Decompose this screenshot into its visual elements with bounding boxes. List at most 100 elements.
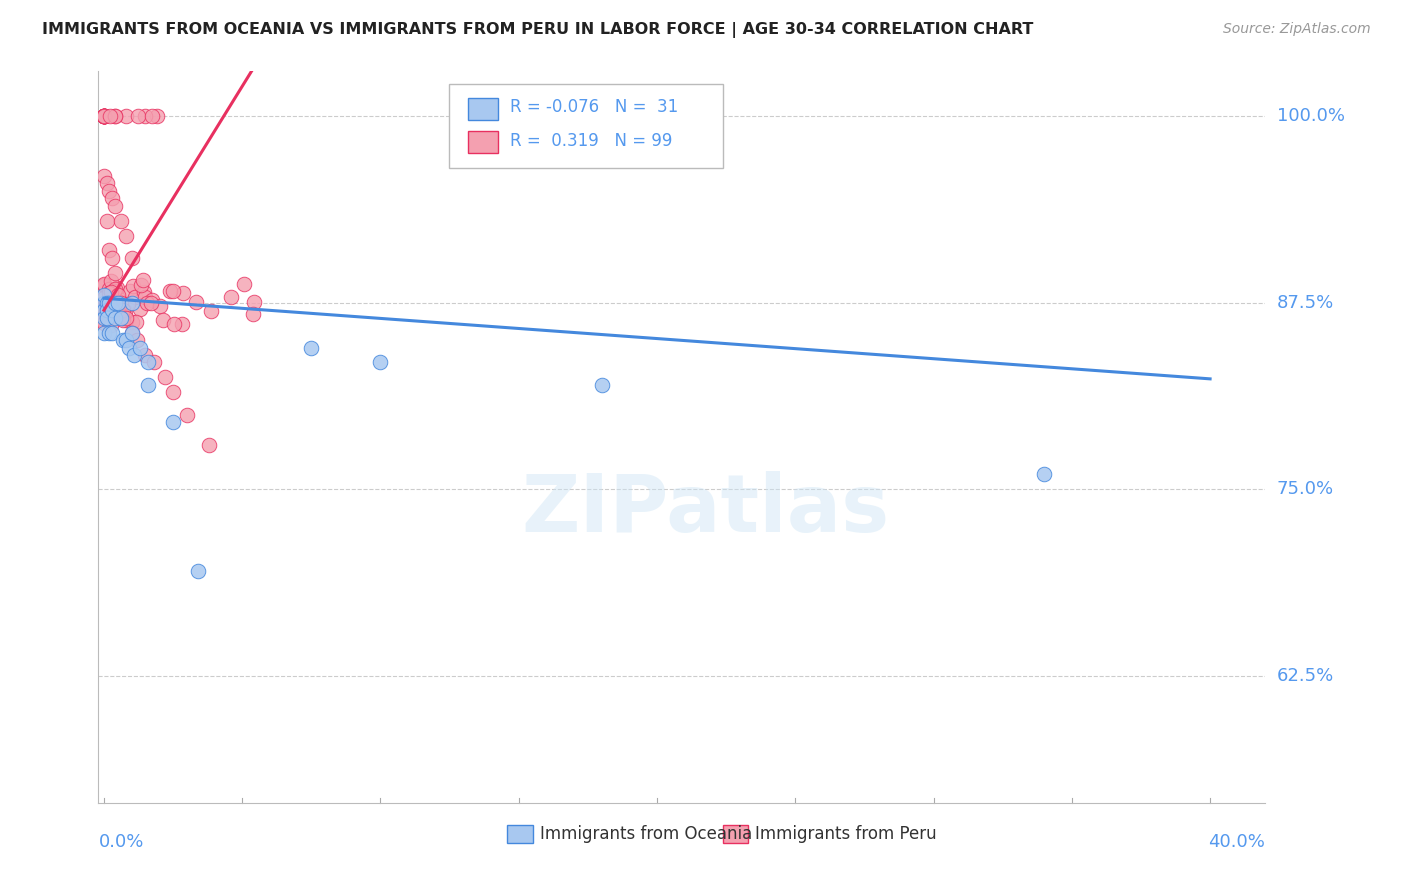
Point xyxy=(149,299,172,313)
Point xyxy=(104,199,127,213)
Point xyxy=(93,303,115,318)
Point xyxy=(115,333,138,347)
Point xyxy=(136,355,159,369)
Point xyxy=(121,295,143,310)
Point xyxy=(93,288,115,302)
Point xyxy=(115,109,138,123)
Point xyxy=(232,277,254,292)
Point xyxy=(134,289,156,303)
Point xyxy=(243,295,266,310)
Point xyxy=(101,251,124,265)
Point xyxy=(184,294,207,309)
Text: 40.0%: 40.0% xyxy=(1209,833,1265,851)
Point xyxy=(122,279,145,293)
Point xyxy=(121,326,143,340)
Point xyxy=(93,109,115,123)
Point xyxy=(93,326,115,340)
Point xyxy=(98,184,121,198)
Point xyxy=(152,313,174,327)
Point xyxy=(112,333,135,347)
Point xyxy=(114,313,136,327)
Point xyxy=(93,109,115,123)
Point xyxy=(93,169,115,183)
Text: 75.0%: 75.0% xyxy=(1277,480,1334,499)
Point xyxy=(104,109,127,123)
Point xyxy=(98,326,121,340)
Point xyxy=(104,266,127,280)
Point xyxy=(299,341,322,355)
Point xyxy=(142,355,165,369)
Point xyxy=(131,273,153,287)
Point xyxy=(93,295,115,310)
Point xyxy=(111,303,134,318)
Point xyxy=(121,251,143,265)
Point xyxy=(98,311,121,326)
Point xyxy=(118,284,141,298)
Point xyxy=(93,109,115,123)
Point xyxy=(162,415,184,429)
Point xyxy=(219,290,242,304)
Point xyxy=(121,326,143,340)
Point xyxy=(162,284,184,298)
Point xyxy=(103,284,125,298)
Point xyxy=(104,310,127,325)
Point xyxy=(101,191,124,205)
Point xyxy=(93,109,115,123)
Point xyxy=(93,316,115,330)
Point xyxy=(124,315,146,329)
Point xyxy=(93,303,115,318)
Point xyxy=(96,303,118,318)
Bar xyxy=(723,825,748,843)
Point xyxy=(96,295,118,310)
Point xyxy=(129,341,152,355)
Point xyxy=(159,284,181,298)
Point xyxy=(107,288,129,302)
Point xyxy=(98,295,121,310)
Point xyxy=(100,274,122,288)
FancyBboxPatch shape xyxy=(449,84,723,168)
Point xyxy=(134,348,156,362)
Bar xyxy=(468,131,498,153)
Point xyxy=(136,377,159,392)
Point xyxy=(107,295,129,310)
Point xyxy=(101,326,124,340)
Point xyxy=(129,278,152,293)
Point xyxy=(93,109,115,123)
Point xyxy=(198,437,221,451)
Point xyxy=(105,281,128,295)
Point xyxy=(98,315,121,329)
Point xyxy=(93,301,115,315)
Point xyxy=(124,348,146,362)
Point xyxy=(112,303,135,318)
Point xyxy=(110,213,132,227)
Text: IMMIGRANTS FROM OCEANIA VS IMMIGRANTS FROM PERU IN LABOR FORCE | AGE 30-34 CORRE: IMMIGRANTS FROM OCEANIA VS IMMIGRANTS FR… xyxy=(42,22,1033,38)
Point xyxy=(93,109,115,123)
Point xyxy=(100,318,122,332)
Point xyxy=(93,109,115,123)
Text: R = -0.076   N =  31: R = -0.076 N = 31 xyxy=(510,98,679,116)
Point xyxy=(118,341,141,355)
Point xyxy=(93,109,115,123)
Point xyxy=(162,385,184,400)
Point xyxy=(107,293,129,308)
Text: ZIPatlas: ZIPatlas xyxy=(522,471,890,549)
Point xyxy=(104,109,127,123)
Text: 62.5%: 62.5% xyxy=(1277,667,1334,685)
Point xyxy=(110,310,132,325)
Point xyxy=(170,317,193,331)
Point xyxy=(93,314,115,328)
Bar xyxy=(468,98,498,120)
Point xyxy=(115,310,138,325)
Point xyxy=(187,565,209,579)
Point xyxy=(93,310,115,324)
Point xyxy=(97,286,120,301)
Point xyxy=(153,370,176,384)
Point xyxy=(96,213,118,227)
Point xyxy=(114,304,136,318)
Point xyxy=(93,109,115,123)
Text: 87.5%: 87.5% xyxy=(1277,293,1334,311)
Text: Immigrants from Peru: Immigrants from Peru xyxy=(755,825,936,843)
Point xyxy=(104,306,127,320)
Point xyxy=(101,310,124,324)
Point xyxy=(172,286,194,301)
